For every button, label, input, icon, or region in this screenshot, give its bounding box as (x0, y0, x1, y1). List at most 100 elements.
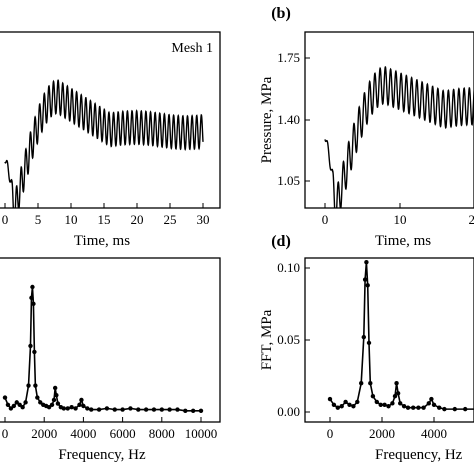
x-axis-title-c: Frequency, Hz (58, 447, 146, 463)
y-tick-label-b: 1.75 (277, 50, 300, 65)
data-point-d (405, 405, 411, 410)
y-tick-label-d: 0.00 (277, 404, 300, 419)
data-point-c (73, 406, 78, 411)
data-point-c (26, 383, 31, 388)
data-point-d (421, 405, 426, 410)
x-tick-label-a: 15 (98, 212, 111, 227)
x-tick-label-c: 0 (2, 426, 9, 441)
annotation-a: Mesh 1 (171, 41, 213, 56)
data-point-c (17, 402, 22, 407)
axes-frame-a (0, 31, 221, 209)
data-point-c (38, 400, 43, 405)
data-point-c (5, 402, 11, 407)
y-axis-title-b: Pressure, MPa (259, 76, 275, 163)
data-point-c (81, 403, 86, 409)
data-point-d (390, 401, 395, 406)
data-point-c (79, 397, 84, 403)
x-axis-title-a: Time, ms (74, 233, 130, 249)
data-point-c (159, 407, 164, 412)
data-point-c (31, 301, 36, 307)
x-tick-label-c: 6000 (110, 426, 136, 441)
x-tick-label-c: 10000 (185, 426, 218, 441)
panel-title-b: (b) (271, 5, 291, 22)
data-point-d (359, 381, 364, 386)
x-tick-label-c: 8000 (149, 426, 175, 441)
data-point-c (96, 407, 102, 412)
data-point-c (30, 284, 35, 290)
data-point-d (365, 283, 370, 288)
data-point-c (69, 404, 74, 410)
data-point-c (151, 407, 157, 412)
data-point-c (2, 395, 8, 400)
x-tick-label-b: 10 (394, 212, 407, 227)
data-point-d (416, 405, 421, 410)
x-tick-label-a: 30 (197, 212, 210, 227)
data-point-c (8, 406, 14, 411)
data-point-d (429, 396, 434, 402)
data-point-d (437, 405, 442, 410)
data-point-c (183, 408, 188, 413)
data-point-d (366, 340, 372, 346)
y-tick-label-b: 1.40 (277, 112, 300, 127)
data-point-d (370, 393, 376, 399)
series-line-a (4, 79, 204, 208)
data-point-d (463, 406, 468, 412)
data-point-c (85, 406, 90, 411)
x-tick-label-c: 4000 (70, 426, 96, 441)
data-point-d (339, 404, 344, 409)
data-point-c (198, 408, 204, 413)
data-point-c (104, 406, 110, 411)
data-point-d (364, 260, 369, 265)
x-tick-label-d: 4000 (421, 426, 447, 441)
x-tick-label-a: 10 (65, 212, 78, 227)
data-point-c (167, 407, 172, 412)
data-point-d (392, 393, 398, 399)
data-point-d (355, 399, 360, 405)
data-point-d (378, 402, 383, 407)
data-point-d (368, 381, 373, 386)
x-tick-label-c: 2000 (31, 426, 57, 441)
y-axis-title-d: FFT, MPa (259, 309, 275, 370)
data-point-c (46, 404, 52, 410)
data-point-d (401, 404, 407, 409)
x-tick-label-d: 0 (327, 426, 334, 441)
data-point-d (431, 402, 437, 407)
data-point-c (54, 392, 59, 398)
data-point-c (33, 383, 38, 388)
data-point-d (331, 402, 337, 407)
data-point-d (382, 402, 387, 407)
x-tick-label-a: 0 (2, 212, 9, 227)
data-point-d (452, 406, 457, 412)
axes-frame-c (0, 257, 221, 423)
panel-a: 0 5 10 15 20 25 30 Time, ms Mesh 1 (0, 31, 221, 249)
data-point-c (32, 349, 37, 355)
series-line-b (324, 66, 474, 208)
data-point-c (61, 406, 66, 411)
data-point-c (51, 397, 57, 403)
data-point-c (175, 407, 180, 412)
data-point-d (351, 404, 356, 409)
data-point-d (343, 399, 348, 405)
data-point-c (23, 400, 28, 405)
panel-c: 0 2000 4000 6000 8000 10000 Frequency, Hz (0, 257, 221, 463)
x-axis-title-b: Time, ms (375, 233, 431, 249)
data-point-d (411, 405, 416, 410)
x-tick-label-b: 20 (469, 212, 474, 227)
y-tick-label-d: 0.05 (277, 332, 300, 347)
data-point-d (386, 404, 391, 409)
data-point-d (361, 334, 366, 340)
data-point-c (20, 404, 25, 410)
data-point-c (29, 295, 34, 301)
data-point-c (49, 402, 55, 407)
data-point-c (52, 385, 58, 391)
panel-title-d: (d) (271, 233, 291, 250)
x-tick-label-d: 2000 (369, 426, 395, 441)
data-point-c (112, 407, 117, 412)
data-point-d (395, 391, 401, 396)
y-tick-label-d: 0.10 (277, 260, 300, 275)
data-point-c (77, 402, 82, 407)
panel-b: 0 10 20 1.05 1.40 1.75 Time, ms Pressure, MPa (b… (259, 5, 474, 249)
data-point-c (136, 407, 141, 412)
data-point-c (143, 407, 149, 412)
